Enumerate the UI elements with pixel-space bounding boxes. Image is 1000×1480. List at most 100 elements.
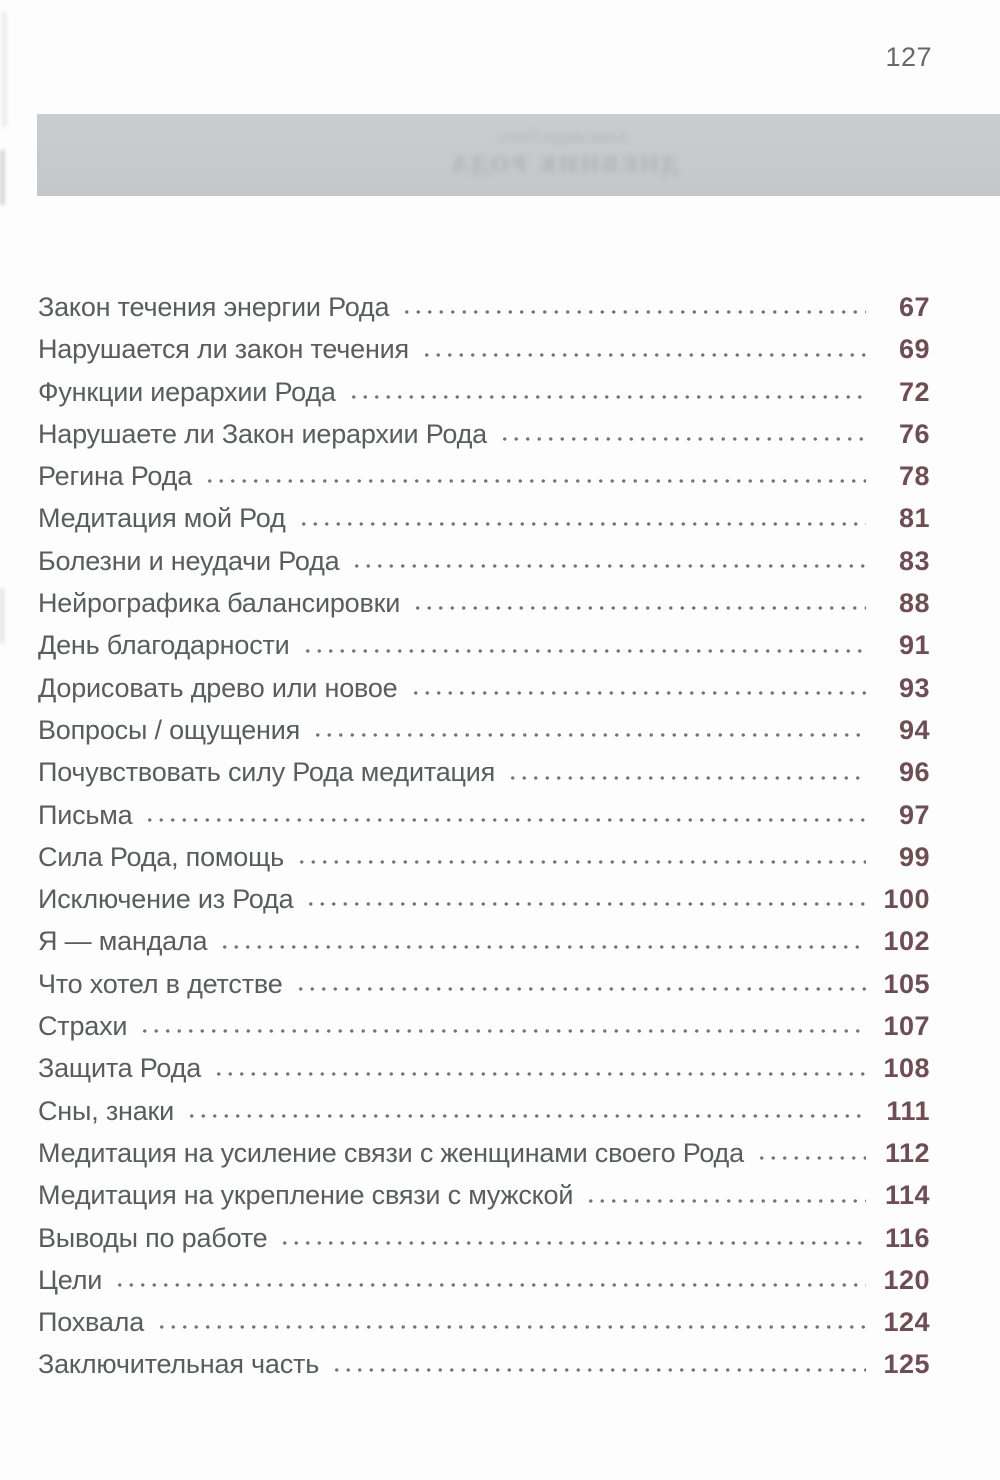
dot-leader — [498, 412, 866, 456]
toc-entry-title: Заключительная часть — [38, 1349, 320, 1380]
dot-leader — [295, 835, 866, 879]
toc-entry-page-number: 67 — [898, 292, 930, 322]
toc-entry: Нарушаете ли Закон иерархии Рода 76 — [38, 412, 930, 456]
toc-entry-title: Я — мандала — [38, 926, 208, 957]
scan-artifact — [2, 12, 7, 127]
page-number-header: 127 — [885, 42, 932, 72]
toc-entry-page-number: 120 — [883, 1264, 930, 1295]
toc-entry-title: Сны, знаки — [38, 1095, 175, 1126]
toc-entry: Дорисовать древо или новое 93 — [38, 666, 930, 709]
toc-entry-page-number: 105 — [883, 968, 930, 999]
dot-leader — [297, 497, 866, 540]
toc-entry-title: Цели — [38, 1264, 103, 1295]
scan-artifact — [0, 588, 4, 643]
toc-entry-page-number: 116 — [884, 1222, 930, 1253]
toc-entry-page-number: 94 — [898, 714, 930, 745]
toc-entry-page-number: 99 — [898, 841, 930, 872]
show-through-ghost-text: Александра Гонта ДНЕВНИК РОДА — [82, 127, 1000, 179]
toc-entry: Вопросы / ощущения 94 — [38, 708, 930, 752]
toc-entry-title: Исключение из Рода — [38, 884, 294, 915]
toc-entry: Закон течения энергии Рода 67 — [38, 286, 930, 329]
toc-entry: Почувствовать силу Рода медитация 96 — [38, 751, 930, 794]
toc-entry: Болезни и неудачи Рода 83 — [38, 539, 930, 583]
toc-entry-page-number: 76 — [898, 418, 930, 449]
dot-leader — [294, 962, 866, 1006]
toc-entry-page-number: 83 — [898, 545, 930, 576]
toc-entry: Цели 120 — [38, 1258, 930, 1302]
toc-entry-title: Медитация мой Род — [38, 503, 286, 534]
toc-entry-page-number: 111 — [886, 1095, 930, 1126]
toc-entry: Заключительная часть 125 — [38, 1343, 930, 1386]
ghost-author-line: Александра Гонта — [498, 127, 629, 146]
toc-entry-page-number: 81 — [898, 503, 930, 534]
toc-entry: Медитация мой Род 81 — [38, 497, 930, 540]
chapter-header-banner: Александра Гонта ДНЕВНИК РОДА — [37, 114, 1000, 196]
toc-entry-page-number: 93 — [898, 672, 930, 703]
toc-entry-title: Нейрографика балансировки — [38, 588, 401, 619]
toc-entry: Исключение из Рода 100 — [38, 878, 930, 921]
dot-leader — [351, 539, 866, 583]
toc-entry-page-number: 100 — [883, 884, 930, 915]
toc-entry: Нейрографика балансировки 88 — [38, 582, 930, 625]
toc-entry-title: Похвала — [38, 1307, 145, 1338]
toc-entry-page-number: 108 — [883, 1053, 930, 1084]
ghost-title-line: ДНЕВНИК РОДА — [448, 152, 679, 178]
dot-leader — [204, 455, 866, 498]
toc-entry: Сны, знаки 111 — [38, 1089, 930, 1132]
toc-entry-title: Защита Рода — [38, 1053, 202, 1084]
toc-entry-page-number: 96 — [898, 757, 930, 788]
dot-leader — [186, 1089, 866, 1132]
toc-entry-title: День благодарности — [38, 630, 290, 661]
dot-leader — [144, 793, 866, 836]
toc-entry-page-number: 78 — [898, 461, 930, 492]
toc-entry: День благодарности 91 — [38, 624, 930, 667]
dot-leader — [305, 878, 866, 921]
dot-leader — [331, 1343, 866, 1386]
toc-entry: Я — мандала 102 — [38, 920, 930, 963]
dot-leader — [114, 1258, 866, 1302]
dot-leader — [412, 582, 866, 625]
toc-entry: Медитация на укрепление связи с мужской … — [38, 1174, 930, 1217]
toc-entry-page-number: 125 — [883, 1349, 930, 1380]
toc-entry-title: Сила Рода, помощь — [38, 841, 284, 872]
dot-leader — [585, 1174, 866, 1217]
toc-entry-title: Выводы по работе — [38, 1222, 268, 1253]
toc-entry-page-number: 114 — [884, 1180, 930, 1211]
toc-entry-title: Функции иерархии Рода — [38, 376, 336, 407]
dot-leader — [219, 920, 866, 963]
toc-entry-title: Болезни и неудачи Рода — [38, 545, 340, 576]
dot-leader — [139, 1005, 866, 1048]
toc-entry: Медитация на усиление связи с женщинами … — [38, 1131, 930, 1175]
toc-entry-title: Медитация на усиление связи с женщинами … — [38, 1137, 744, 1168]
dot-leader — [401, 286, 866, 329]
table-of-contents: Закон течения энергии Рода 67 Нарушается… — [38, 286, 930, 1386]
toc-entry: Выводы по работе 116 — [38, 1216, 930, 1259]
toc-entry-page-number: 88 — [898, 588, 930, 619]
toc-entry-page-number: 124 — [883, 1307, 930, 1338]
toc-entry-page-number: 91 — [898, 630, 930, 661]
toc-entry-title: Почувствовать силу Рода медитация — [38, 757, 496, 788]
toc-entry-title: Закон течения энергии Рода — [38, 292, 390, 322]
toc-entry-title: Что хотел в детстве — [38, 968, 283, 999]
toc-entry: Регина Рода 78 — [38, 455, 930, 498]
toc-entry-title: Страхи — [38, 1011, 128, 1042]
toc-entry-page-number: 112 — [884, 1137, 930, 1168]
dot-leader — [279, 1216, 866, 1259]
scan-artifact — [0, 150, 5, 205]
dot-leader — [347, 370, 866, 413]
dot-leader — [213, 1047, 866, 1090]
dot-leader — [312, 708, 866, 752]
toc-entry-page-number: 102 — [883, 926, 930, 957]
toc-entry-title: Регина Рода — [38, 461, 193, 492]
toc-entry-title: Медитация на укрепление связи с мужской — [38, 1180, 574, 1211]
toc-entry: Что хотел в детстве 105 — [38, 962, 930, 1006]
dot-leader — [755, 1131, 866, 1175]
toc-entry-title: Нарушаете ли Закон иерархии Рода — [38, 418, 487, 449]
toc-entry: Похвала 124 — [38, 1301, 930, 1344]
toc-entry-page-number: 69 — [898, 334, 930, 365]
toc-entry-title: Вопросы / ощущения — [38, 714, 301, 745]
toc-entry: Функции иерархии Рода 72 — [38, 370, 930, 413]
toc-entry-page-number: 107 — [883, 1011, 930, 1042]
toc-entry: Письма 97 — [38, 793, 930, 836]
